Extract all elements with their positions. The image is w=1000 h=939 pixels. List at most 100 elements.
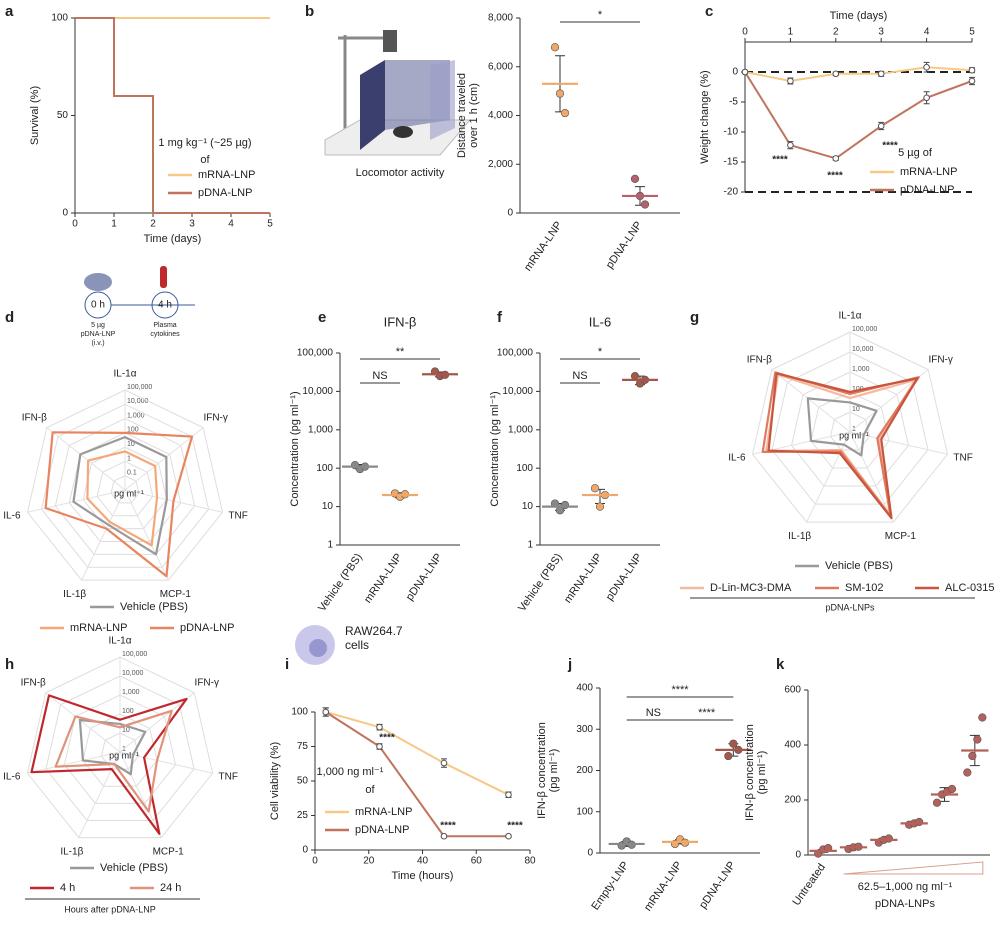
- x-tick-label: mRNA-LNP: [362, 552, 405, 606]
- legend-label: pDNA-LNP: [180, 622, 234, 634]
- radar-tick-label: 0.1: [127, 470, 137, 477]
- radar-tick-label: 10: [127, 441, 135, 448]
- schematic-label: cytokines: [150, 331, 180, 338]
- radar-tick-label: 1,000: [852, 366, 870, 373]
- legend-label: Vehicle (PBS): [120, 601, 188, 613]
- marker: [787, 141, 794, 149]
- marker: [923, 63, 930, 71]
- radar-axis-label: IL-1β: [788, 531, 811, 542]
- marker: [376, 743, 383, 750]
- y-axis-label: IFN-β concentration: [536, 722, 548, 819]
- y-axis-label: (pg ml⁻¹): [548, 749, 560, 793]
- illustration-label: Locomotor activity: [356, 167, 445, 179]
- data-point: [595, 502, 605, 511]
- y-tick-label: 100: [576, 806, 593, 817]
- series-line: [744, 66, 973, 83]
- y-axis-label: Concentration (pg ml⁻¹): [289, 391, 301, 506]
- radar-axis-label: IL-6: [3, 510, 21, 521]
- x-tick-label: 2: [150, 219, 156, 230]
- x-tick-label: Vehicle (PBS): [316, 552, 365, 614]
- radar-ring: [54, 418, 196, 555]
- data-point: [630, 174, 640, 183]
- y-tick-label: 1: [327, 540, 333, 551]
- y-tick-label: 0: [587, 848, 593, 859]
- legend-title: 1,000 ng ml⁻¹: [317, 766, 384, 778]
- marker: [968, 66, 976, 74]
- marker: [376, 723, 383, 731]
- x-tick-label: pDNA-LNP: [697, 860, 738, 911]
- panel-letter: a: [5, 3, 14, 20]
- x-tick-label: 1: [788, 27, 794, 38]
- y-tick-label: 200: [576, 765, 593, 776]
- x-tick-label: 0: [742, 27, 748, 38]
- marker: [968, 77, 976, 85]
- radar-series: [30, 694, 188, 835]
- radar-spoke: [27, 489, 126, 513]
- data-point: [968, 751, 977, 761]
- y-tick-label: 1: [527, 540, 533, 551]
- radar-tick-label: 1,000: [122, 689, 140, 696]
- marker: [741, 68, 749, 76]
- x-axis-label: Time (days): [144, 233, 202, 245]
- x-tick-label: pDNA-LNP: [404, 552, 445, 603]
- annotation: ****: [507, 821, 523, 832]
- radar-tick-label: 10,000: [127, 398, 149, 405]
- x-tick-label: 2: [833, 27, 839, 38]
- data-point: [555, 89, 565, 98]
- x-tick-label: Vehicle (PBS): [516, 552, 565, 614]
- cell-nucleus: [309, 639, 327, 657]
- y-tick-label: 50: [57, 110, 69, 121]
- legend-label: Vehicle (PBS): [825, 560, 893, 572]
- y-tick-label: 0: [795, 850, 801, 861]
- radar-axis-label: MCP-1: [153, 847, 185, 858]
- x-tick-label: 0: [72, 219, 78, 230]
- x-tick-label: pDNA-LNP: [604, 220, 645, 271]
- marker: [832, 70, 840, 78]
- radar-tick-label: 100,000: [127, 384, 152, 391]
- x-tick-label: mRNA-LNP: [642, 860, 685, 914]
- panel-title: IFN-β: [384, 314, 417, 329]
- radar-tick-label: 10,000: [852, 346, 874, 353]
- y-tick-label: 100,000: [497, 348, 534, 359]
- panel-letter: h: [5, 656, 14, 673]
- y-tick-label: 100: [516, 463, 533, 474]
- panel-letter: c: [705, 3, 713, 20]
- marker: [877, 70, 885, 78]
- schematic-label: pDNA-LNP: [81, 331, 116, 338]
- schematic-label: 4 h: [158, 300, 172, 311]
- annotation: *: [598, 9, 603, 21]
- panel-letter: j: [567, 656, 572, 673]
- legend-title: 5 µg of: [898, 147, 933, 159]
- radar-spoke: [46, 427, 126, 491]
- camera: [383, 30, 397, 52]
- legend-caption: Hours after pDNA-LNP: [64, 904, 156, 914]
- panel-letter: d: [5, 309, 14, 326]
- illustration-label: RAW264.7: [345, 624, 403, 638]
- radar-ring: [26, 389, 224, 581]
- schematic-label: 5 µg: [91, 322, 105, 329]
- y-tick-label: -10: [724, 127, 739, 138]
- legend-label: pDNA-LNP: [900, 184, 954, 196]
- y-tick-label: 300: [576, 724, 593, 735]
- marker: [440, 832, 448, 840]
- y-tick-label: -5: [729, 97, 738, 108]
- annotation: ****: [440, 821, 456, 832]
- x-tick-label: 4: [924, 27, 930, 38]
- y-tick-label: 10,000: [502, 386, 533, 397]
- radar-spoke: [849, 431, 948, 455]
- legend-label: SM-102: [845, 582, 884, 594]
- illustration-label: cells: [345, 638, 369, 652]
- radar-spoke: [119, 751, 162, 838]
- data-point: [729, 739, 738, 748]
- annotation: *: [598, 346, 603, 358]
- annotation: ****: [772, 155, 788, 166]
- data-point: [560, 108, 570, 118]
- radar-series: [72, 436, 168, 556]
- radar-series: [78, 718, 147, 776]
- y-tick-label: 50: [297, 776, 309, 787]
- legend-title: of: [200, 154, 210, 166]
- marker: [505, 791, 512, 799]
- radar-axis-label: IL-1β: [60, 847, 83, 858]
- radar-center-label: pg ml⁻¹: [109, 750, 139, 760]
